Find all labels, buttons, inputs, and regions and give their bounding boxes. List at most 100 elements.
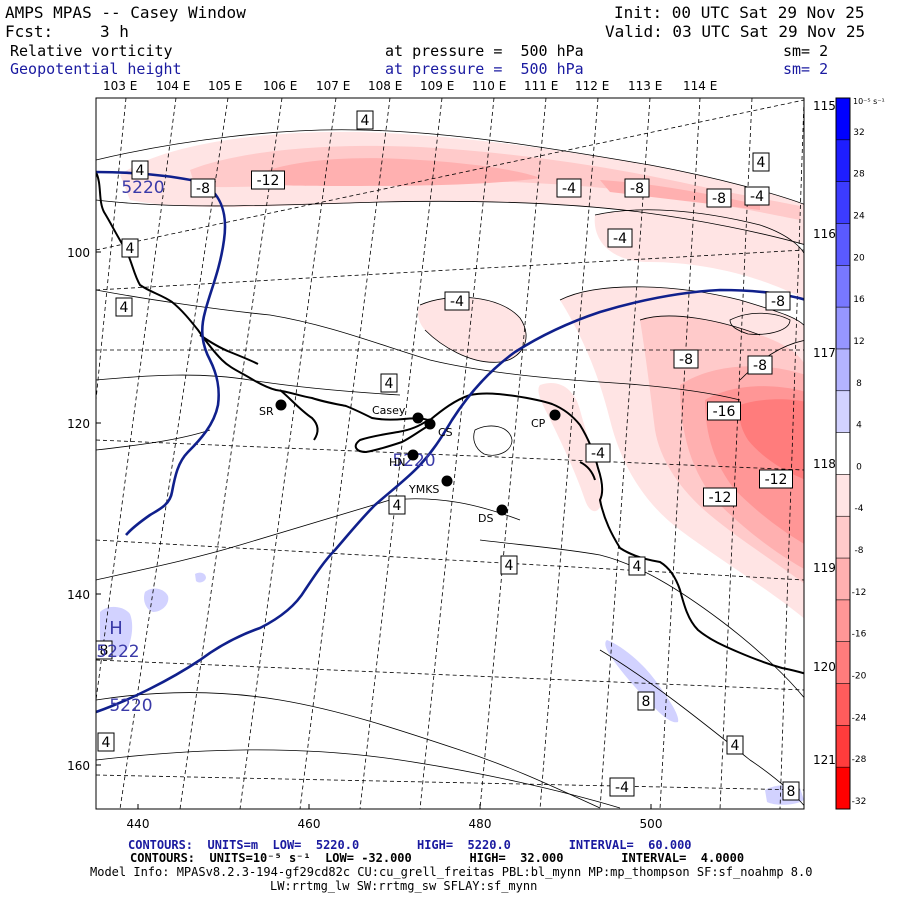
- height-contour-info: CONTOURS: UNITS=m LOW= 5220.0 HIGH= 5220…: [128, 838, 692, 852]
- contour-label-box: [356, 110, 374, 130]
- contour-label-box: [251, 170, 285, 190]
- contour-label: 8: [642, 694, 651, 710]
- top-longitude-label: 110 E: [472, 79, 506, 93]
- height-contour-label: 5220: [392, 451, 435, 471]
- field1-name: Relative vorticity: [10, 42, 173, 60]
- contour-label: 8: [787, 784, 796, 800]
- contour-label-box: [97, 732, 115, 752]
- colorbar: 32 28 24 20 16 12 8 4 0 -4 -8 -12 -16 -20 -24 -28 -32 10⁻…: [835, 97, 885, 810]
- high-pressure-marker: H: [109, 618, 123, 639]
- colorbar-label: 0: [856, 462, 862, 472]
- lat-lon-grid: [96, 98, 804, 809]
- field2-smoothing: sm= 2: [783, 60, 829, 78]
- contour-label-box: [556, 178, 582, 198]
- left-axis-label: 160: [67, 759, 90, 773]
- colorbar-label: -32: [852, 797, 867, 807]
- contour-label: 4: [633, 559, 642, 575]
- colorbar-label: 16: [853, 295, 865, 305]
- valid-time: Valid: 03 UTC Sat 29 Nov 25: [605, 22, 866, 41]
- vorticity-contour-info: CONTOURS: UNITS=10⁻⁵ s⁻¹ LOW= -32.000 HI…: [130, 851, 745, 865]
- station-label: Casey: [372, 404, 406, 417]
- station-label: SR: [259, 405, 274, 418]
- contour-label: -8: [712, 191, 726, 207]
- station-dot: [412, 412, 424, 424]
- height-contour-label: 5222: [96, 642, 139, 662]
- colorbar-label: 12: [853, 337, 864, 347]
- contour-label-box: [703, 487, 737, 507]
- contour-label: 4: [505, 558, 514, 574]
- top-longitude-label: 108 E: [368, 79, 402, 93]
- station-markers: SR Casey CS HN YMKS DS CP: [259, 399, 561, 525]
- contour-label-box: [707, 401, 741, 421]
- contour-label: 4: [361, 113, 370, 129]
- contour-label-box: [752, 152, 770, 172]
- colorbar-label: -28: [852, 755, 867, 765]
- colorbar-segment: [836, 348, 850, 391]
- contour-label: -4: [613, 231, 627, 247]
- contour-label-box: [782, 781, 800, 801]
- colorbar-label: 20: [853, 253, 865, 263]
- left-axis-label: 140: [67, 588, 90, 602]
- colorbar-label: -12: [852, 588, 867, 598]
- model-info: Model Info: MPASv8.2.3-194-gf29cd82c CU:…: [90, 865, 813, 879]
- contour-label-box: [380, 373, 398, 393]
- contour-label-box: [388, 495, 406, 515]
- station-dot: [496, 504, 508, 516]
- contour-label-box: [624, 178, 650, 198]
- station-label: HN: [389, 456, 406, 469]
- top-longitude-label: 107 E: [316, 79, 350, 93]
- contour-label: -16: [713, 404, 736, 420]
- colorbar-label: 32: [853, 128, 864, 138]
- top-longitude-label: 106 E: [263, 79, 297, 93]
- field2-name: Geopotential height: [10, 60, 182, 78]
- station-label: CP: [531, 417, 546, 430]
- station-dot: [424, 418, 436, 430]
- contour-label: 8: [100, 643, 109, 659]
- height-contour-label: 5220: [121, 178, 164, 198]
- top-longitude-label: 114 E: [683, 79, 717, 93]
- colorbar-segment: [836, 181, 850, 224]
- station-dot: [441, 475, 453, 487]
- colorbar-segment: [836, 432, 850, 475]
- contour-label-box: [628, 556, 646, 576]
- colorbar-label: -4: [855, 504, 864, 514]
- colorbar-unit: 10⁻⁵ s⁻¹: [853, 97, 885, 106]
- station-dot: [407, 449, 419, 461]
- plot-title: AMPS MPAS -- Casey Window: [5, 3, 246, 22]
- contour-label: 4: [136, 163, 145, 179]
- contour-label: -8: [679, 352, 693, 368]
- contour-label: 4: [385, 376, 394, 392]
- contour-label-box: [673, 349, 699, 369]
- top-longitude-label: 112 E: [575, 79, 609, 93]
- contour-label: 4: [126, 241, 135, 257]
- colorbar-segment: [836, 558, 850, 600]
- contour-label-box: [115, 297, 133, 317]
- station-dot: [275, 399, 287, 411]
- top-longitude-label: 105 E: [208, 79, 242, 93]
- bottom-axis-label: 480: [469, 817, 492, 831]
- colorbar-segment: [836, 98, 850, 140]
- contour-label-box: [585, 443, 611, 463]
- forecast-label: Fcst:: [5, 22, 54, 41]
- bottom-axis-label: 440: [127, 817, 150, 831]
- contour-label-box: [609, 777, 635, 797]
- field1-level: at pressure = 500 hPa: [385, 42, 584, 60]
- contour-label-box: [759, 469, 793, 489]
- field1-smoothing: sm= 2: [783, 42, 829, 60]
- init-time: Init: 00 UTC Sat 29 Nov 25: [614, 3, 865, 22]
- top-longitude-label: 109 E: [420, 79, 454, 93]
- colorbar-label: -8: [855, 546, 864, 556]
- colorbar-label: -16: [852, 630, 867, 640]
- colorbar-label: 24: [853, 211, 865, 221]
- contour-label-box: [95, 640, 113, 660]
- colorbar-segment: [836, 307, 850, 349]
- contour-label: -8: [753, 358, 767, 374]
- colorbar-segment: [836, 599, 850, 642]
- colorbar-segment: [836, 725, 850, 768]
- contour-label: 4: [102, 735, 111, 751]
- station-label: YMKS: [408, 483, 439, 496]
- colorbar-segment: [836, 223, 850, 266]
- contour-label: 4: [393, 498, 402, 514]
- top-longitude-label: 104 E: [156, 79, 190, 93]
